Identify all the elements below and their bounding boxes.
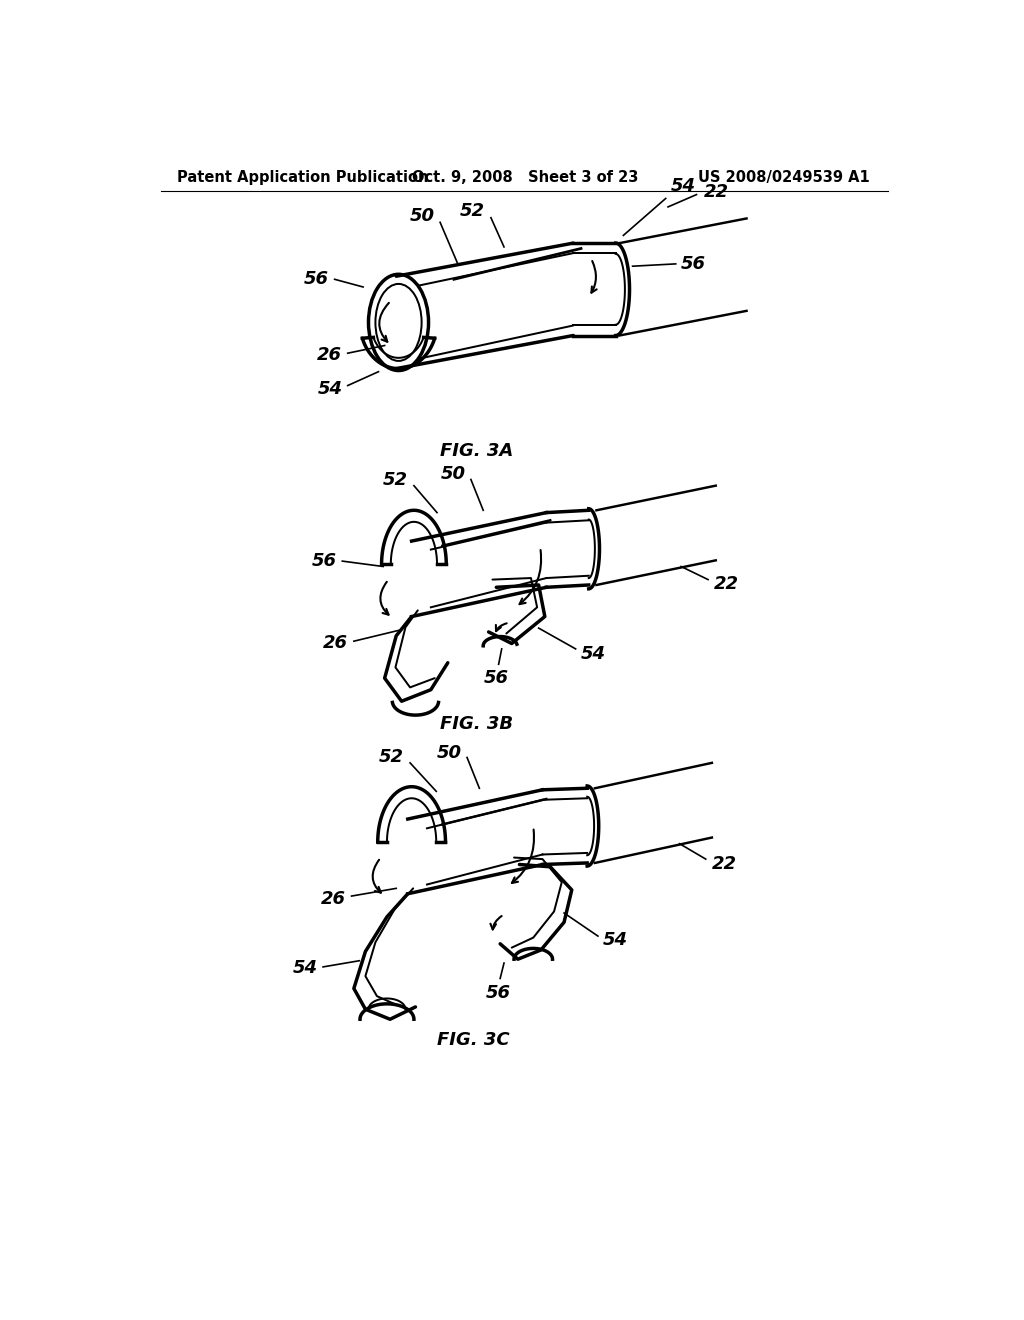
Text: 52: 52: [460, 202, 484, 219]
Text: 26: 26: [321, 890, 345, 908]
Text: 26: 26: [316, 346, 342, 364]
Text: 50: 50: [410, 207, 435, 226]
Text: 54: 54: [317, 380, 342, 399]
Text: 54: 54: [671, 177, 696, 194]
Text: FIG. 3C: FIG. 3C: [437, 1031, 510, 1049]
Text: 22: 22: [712, 855, 737, 873]
Text: Patent Application Publication: Patent Application Publication: [177, 170, 428, 185]
Text: FIG. 3A: FIG. 3A: [440, 442, 514, 459]
Text: 52: 52: [383, 471, 408, 490]
Text: 22: 22: [714, 576, 739, 593]
Text: 26: 26: [323, 635, 348, 652]
Text: 54: 54: [602, 931, 628, 949]
Text: 54: 54: [581, 644, 606, 663]
Text: US 2008/0249539 A1: US 2008/0249539 A1: [698, 170, 869, 185]
Text: 56: 56: [485, 983, 510, 1002]
Text: Oct. 9, 2008   Sheet 3 of 23: Oct. 9, 2008 Sheet 3 of 23: [412, 170, 638, 185]
Text: 56: 56: [304, 271, 330, 288]
Text: 52: 52: [379, 748, 403, 767]
Text: 56: 56: [483, 669, 509, 686]
Text: 56: 56: [681, 255, 707, 273]
Text: 56: 56: [312, 552, 337, 570]
Text: FIG. 3B: FIG. 3B: [440, 715, 514, 734]
Text: 22: 22: [705, 182, 729, 201]
Text: 50: 50: [440, 465, 466, 483]
Text: 54: 54: [293, 960, 317, 977]
Text: 50: 50: [436, 744, 462, 762]
